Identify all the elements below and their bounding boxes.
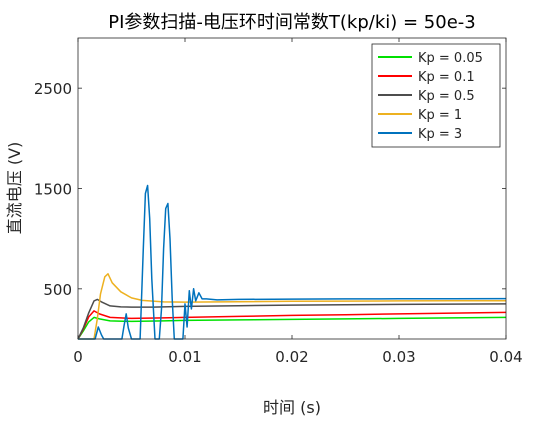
y-tick-label: 1500 [34,181,72,199]
legend-label-3: Kp = 1 [418,108,462,123]
legend-label-0: Kp = 0.05 [418,51,483,66]
legend-label-1: Kp = 0.1 [418,70,475,85]
y-axis-label: 直流电压 (V) [5,142,24,235]
x-axis-label: 时间 (s) [263,398,321,417]
series-line-2 [77,298,507,340]
x-tick-label: 0.04 [489,348,522,366]
x-tick-label: 0.03 [382,348,415,366]
legend-label-4: Kp = 3 [418,127,462,142]
x-tick-label: 0 [73,348,83,366]
x-tick-label: 0.01 [168,348,201,366]
series-line-0 [77,316,507,340]
series-line-4 [78,184,507,340]
x-tick-label: 0.02 [275,348,308,366]
y-tick-label: 500 [43,281,72,299]
legend: Kp = 0.05 Kp = 0.1 Kp = 0.5 Kp = 1 Kp = 3 [371,43,501,148]
series-layer [77,184,507,340]
legend-label-2: Kp = 0.5 [418,89,475,104]
series-line-3 [78,273,507,340]
chart-title: PI参数扫描-电压环时间常数T(kp/ki) = 50e-3 [108,12,476,33]
series-line-1 [77,310,507,340]
tick-layer: 0 0.01 0.02 0.03 0.04 500 1500 2500 [34,38,523,366]
y-tick-label: 2500 [34,80,72,98]
